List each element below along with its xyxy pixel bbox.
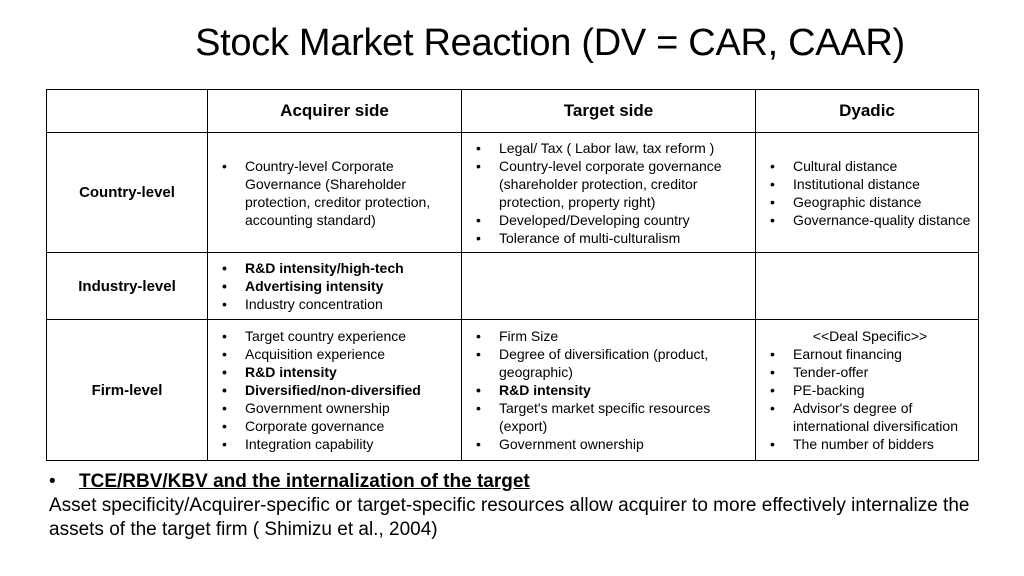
list-item: PE-backing (768, 381, 972, 399)
list-firm-target: Firm SizeDegree of diversification (prod… (462, 327, 755, 453)
row-label-industry: Industry-level (46, 252, 208, 320)
list-item: Government ownership (220, 399, 455, 417)
list-item: R&D intensity/high-tech (220, 259, 455, 277)
cell-firm-acquirer: Target country experienceAcquisition exp… (207, 319, 462, 461)
bullet-icon: • (49, 471, 56, 492)
cell-country-acquirer: Country-level Corporate Governance (Shar… (207, 132, 462, 253)
list-item: Advertising intensity (220, 277, 455, 295)
header-target-side: Target side (461, 89, 756, 133)
bottom-note: • TCE/RBV/KBV and the internalization of … (49, 470, 1024, 542)
bottom-heading: TCE/RBV/KBV and the internalization of t… (79, 471, 530, 492)
cell-country-dyadic: Cultural distanceInstitutional distanceG… (755, 132, 979, 253)
header-corner (46, 89, 208, 133)
bottom-body: Asset specificity/Acquirer-specific or t… (49, 495, 970, 540)
list-heading: <<Deal Specific>> (812, 328, 928, 344)
cell-industry-acquirer: R&D intensity/high-techAdvertising inten… (207, 252, 462, 320)
list-item: Legal/ Tax ( Labor law, tax reform ) (474, 139, 749, 157)
list-item: Firm Size (474, 327, 749, 345)
list-item: Cultural distance (768, 157, 972, 175)
list-item: Country-level Corporate Governance (Shar… (220, 157, 455, 229)
cell-firm-target: Firm SizeDegree of diversification (prod… (461, 319, 756, 461)
list-item: Country-level corporate governance (shar… (474, 157, 749, 211)
table-header-row: Acquirer side Target side Dyadic (46, 89, 979, 133)
cell-industry-dyadic (755, 252, 979, 320)
list-country-acquirer: Country-level Corporate Governance (Shar… (208, 157, 461, 229)
list-item: Advisor's degree of international divers… (768, 399, 972, 435)
list-firm-dyadic: <<Deal Specific>>Earnout financingTender… (756, 327, 978, 453)
list-item: Diversified/non-diversified (220, 381, 455, 399)
row-label-country: Country-level (46, 132, 208, 253)
list-item: Industry concentration (220, 295, 455, 313)
list-item: Target country experience (220, 327, 455, 345)
list-item: R&D intensity (220, 363, 455, 381)
list-item: Target's market specific resources (expo… (474, 399, 749, 435)
slide-title: Stock Market Reaction (DV = CAR, CAAR) (195, 22, 905, 64)
header-acquirer-side: Acquirer side (207, 89, 462, 133)
list-item: Integration capability (220, 435, 455, 453)
table-row-industry: Industry-level R&D intensity/high-techAd… (46, 252, 979, 320)
list-item: R&D intensity (474, 381, 749, 399)
table-row-firm: Firm-level Target country experienceAcqu… (46, 319, 979, 461)
list-industry-acquirer: R&D intensity/high-techAdvertising inten… (208, 259, 461, 313)
list-item: Government ownership (474, 435, 749, 453)
list-item: Tolerance of multi-culturalism (474, 229, 749, 247)
list-item: Degree of diversification (product, geog… (474, 345, 749, 381)
list-country-dyadic: Cultural distanceInstitutional distanceG… (756, 157, 978, 229)
list-item: Acquisition experience (220, 345, 455, 363)
list-firm-acquirer: Target country experienceAcquisition exp… (208, 327, 461, 453)
list-item: Tender-offer (768, 363, 972, 381)
table-row-country: Country-level Country-level Corporate Go… (46, 132, 979, 253)
list-item: Institutional distance (768, 175, 972, 193)
cell-country-target: Legal/ Tax ( Labor law, tax reform )Coun… (461, 132, 756, 253)
list-item: The number of bidders (768, 435, 972, 453)
list-item: Geographic distance (768, 193, 972, 211)
list-item: Earnout financing (768, 345, 972, 363)
list-item: Corporate governance (220, 417, 455, 435)
header-dyadic: Dyadic (755, 89, 979, 133)
cell-firm-dyadic: <<Deal Specific>>Earnout financingTender… (755, 319, 979, 461)
bottom-heading-line: • TCE/RBV/KBV and the internalization of … (49, 470, 1024, 494)
list-item: Governance-quality distance (768, 211, 972, 229)
row-label-firm: Firm-level (46, 319, 208, 461)
list-country-target: Legal/ Tax ( Labor law, tax reform )Coun… (462, 139, 755, 247)
list-item: Developed/Developing country (474, 211, 749, 229)
factor-table: Acquirer side Target side Dyadic Country… (46, 89, 979, 461)
cell-industry-target (461, 252, 756, 320)
